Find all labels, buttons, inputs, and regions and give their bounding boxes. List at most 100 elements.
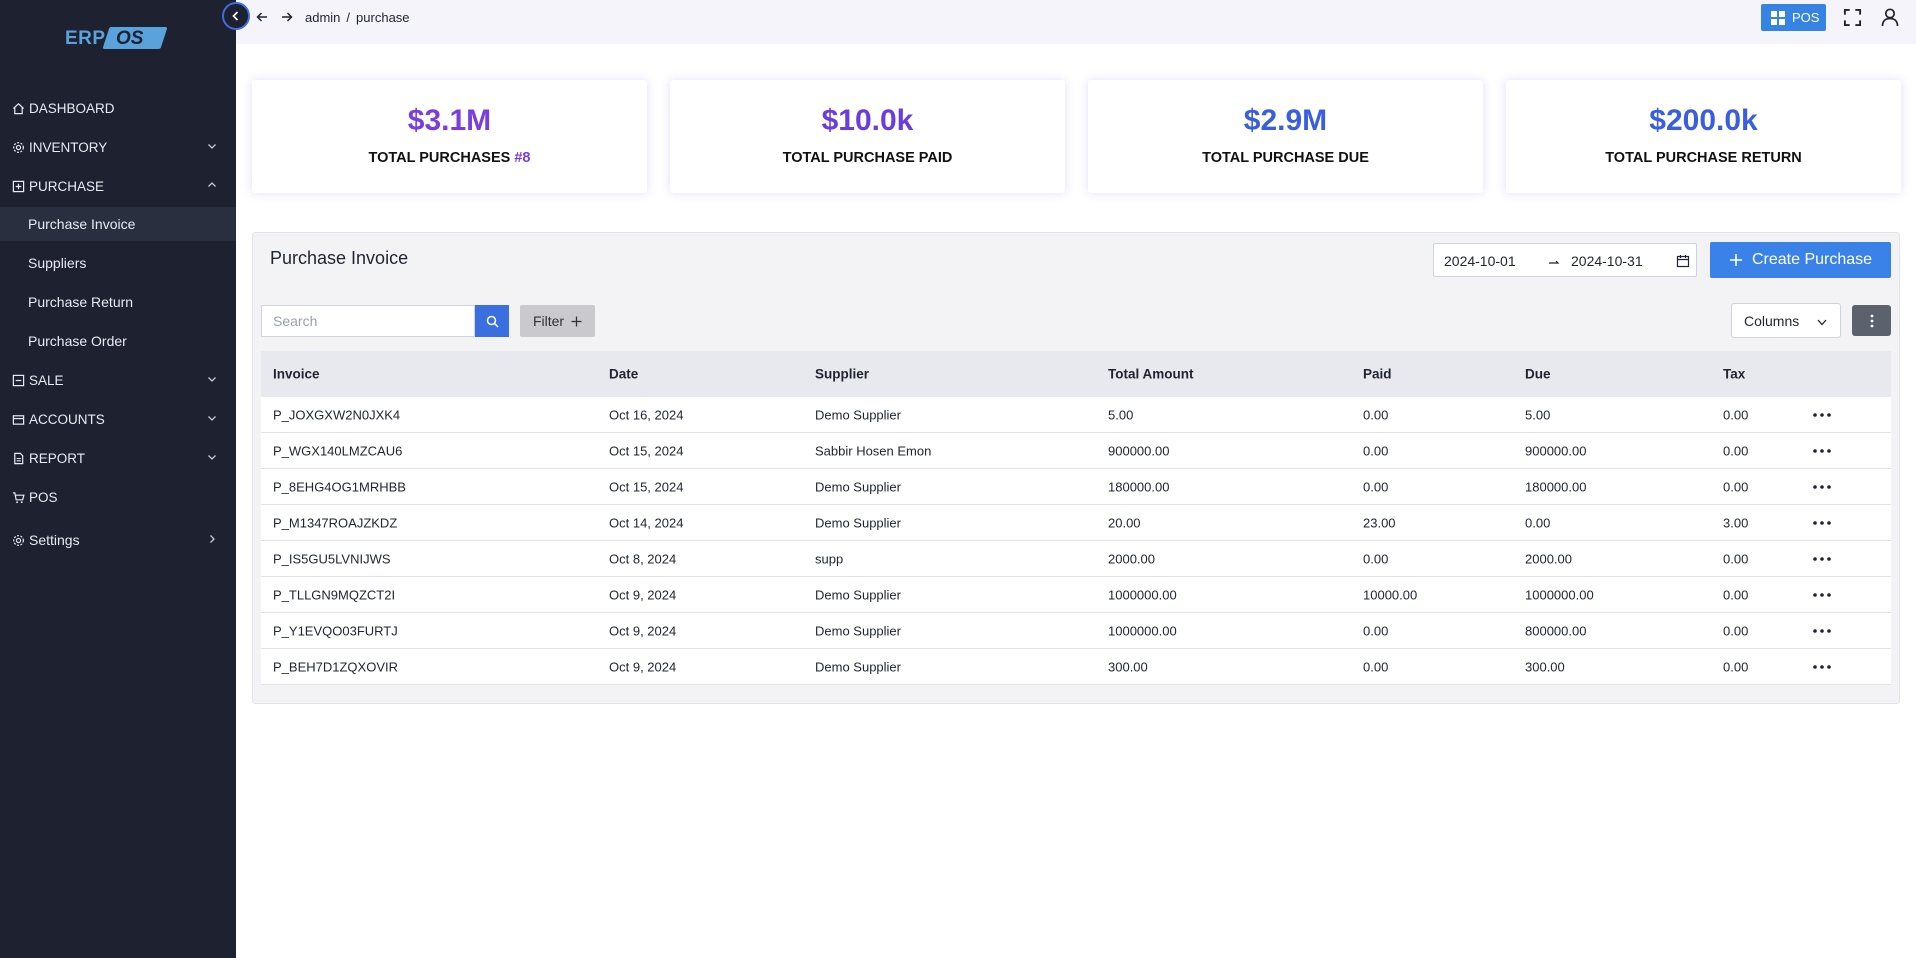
row-actions-icon[interactable] [1811,409,1833,421]
cart-icon [12,491,25,503]
stat-value: $3.1M [407,104,492,137]
column-header[interactable]: Date [609,366,639,382]
paid-cell: 0.00 [1363,479,1389,494]
table-row[interactable]: P_8EHG4OG1MRHBB Oct 15, 2024 Demo Supplier… [261,469,1891,505]
pos-button[interactable]: POS [1761,4,1826,31]
sidebar-subitem-purchase-order[interactable]: Purchase Order [28,333,127,349]
column-header[interactable]: Invoice [273,366,320,382]
row-actions-icon[interactable] [1811,517,1833,529]
table-row[interactable]: P_M1347ROAJZKDZ Oct 14, 2024 Demo Supplier… [261,505,1891,541]
user-icon[interactable] [1880,7,1900,27]
total-amount-cell: 2000.00 [1108,551,1155,566]
filter-button[interactable]: Filter [520,305,595,337]
create-purchase-label: Create Purchase [1751,251,1873,268]
date-cell: Oct 16, 2024 [609,407,684,422]
column-header[interactable]: Total Amount [1108,366,1194,382]
chevron-down-icon [208,377,216,382]
more-options-button[interactable] [1852,305,1891,336]
column-header[interactable]: Tax [1723,366,1746,382]
minus-square-icon [12,374,25,386]
table-row[interactable]: P_JOXGXW2N0JXK4 Oct 16, 2024 Demo Supplier… [261,397,1891,433]
stat-label: TOTAL PURCHASES #8 [368,150,531,166]
plus-square-icon [12,180,25,192]
column-header[interactable]: Paid [1363,366,1392,382]
sidebar-item-sale[interactable]: SALE [0,363,236,397]
row-actions-icon[interactable] [1811,445,1833,457]
search-button[interactable] [475,305,509,337]
date-from[interactable]: 2024-10-01 [1444,253,1516,269]
stat-value: $200.0k [1649,104,1758,137]
purchase-invoice-panel: Purchase Invoice 2024-10-01 2024-10-31 C… [252,232,1900,704]
sidebar-subitem-purchase-return[interactable]: Purchase Return [28,294,134,310]
sidebar-item-label: Settings [29,532,80,548]
chevron-down-icon [208,416,216,421]
search-input[interactable] [261,305,475,337]
due-cell: 180000.00 [1525,479,1587,494]
total-amount-cell: 5.00 [1108,407,1134,422]
breadcrumb: admin / purchase [305,10,410,25]
file-icon [14,452,24,464]
invoice-cell: P_IS5GU5LVNIJWS [273,551,391,566]
column-header[interactable]: Due [1525,366,1551,382]
table-row[interactable]: P_BEH7D1ZQXOVIR Oct 9, 2024 Demo Supplier 3… [261,649,1891,685]
due-cell: 1000000.00 [1525,587,1594,602]
tax-cell: 0.00 [1723,623,1749,638]
row-actions-icon[interactable] [1811,481,1833,493]
table-row[interactable]: P_TLLGN9MQZCT2I Oct 9, 2024 Demo Supplier 1… [261,577,1891,613]
grid-icon [1771,10,1785,25]
sidebar-item-inventory[interactable]: INVENTORY [0,130,236,164]
pos-button-label: POS [1792,10,1820,25]
sidebar-item-dashboard[interactable]: DASHBOARD [0,91,236,125]
sidebar-item-settings[interactable]: Settings [0,523,236,557]
chevron-left-icon [232,11,239,21]
supplier-cell: Demo Supplier [815,479,901,494]
due-cell: 900000.00 [1525,443,1587,458]
sidebar-collapse-button[interactable] [222,2,250,30]
paid-cell: 10000.00 [1363,587,1418,602]
column-header[interactable]: Supplier [815,366,870,382]
stat-count: #8 [514,150,531,166]
home-icon [12,102,25,114]
chevron-right-icon [210,535,215,543]
row-actions-icon[interactable] [1811,589,1833,601]
columns-dropdown[interactable]: Columns [1731,303,1841,338]
supplier-cell: Demo Supplier [815,407,901,422]
sidebar-subitem-purchase-invoice[interactable]: Purchase Invoice [0,207,236,241]
create-purchase-button[interactable]: Create Purchase [1710,242,1891,278]
sidebar-item-pos[interactable]: POS [0,480,236,514]
table-row[interactable]: P_IS5GU5LVNIJWS Oct 8, 2024 supp 2000.00 0.0… [261,541,1891,577]
total-amount-cell: 900000.00 [1108,443,1170,458]
table-row[interactable]: P_WGX140LMZCAU6 Oct 15, 2024 Sabbir Hosen … [261,433,1891,469]
sidebar-item-accounts[interactable]: ACCOUNTS [0,402,236,436]
due-cell: 300.00 [1525,659,1565,674]
table-row[interactable]: P_Y1EVQO03FURTJ Oct 9, 2024 Demo Supplier 1… [261,613,1891,649]
date-cell: Oct 9, 2024 [609,587,677,602]
due-cell: 800000.00 [1525,623,1587,638]
supplier-cell: supp [815,551,844,566]
breadcrumb-admin[interactable]: admin [305,10,341,25]
date-cell: Oct 15, 2024 [609,479,684,494]
due-cell: 5.00 [1525,407,1551,422]
row-actions-icon[interactable] [1811,625,1833,637]
back-arrow-icon[interactable] [255,10,269,24]
total-amount-cell: 20.00 [1108,515,1141,530]
total-amount-cell: 180000.00 [1108,479,1170,494]
tax-cell: 0.00 [1723,479,1749,494]
date-range-picker[interactable]: 2024-10-01 2024-10-31 [1433,243,1697,277]
invoice-cell: P_M1347ROAJZKDZ [273,515,398,530]
gear-icon [13,141,24,153]
arrow-right-icon [1549,260,1560,264]
sidebar-item-purchase[interactable]: PURCHASE [0,169,236,203]
sidebar-subitem-suppliers[interactable]: Suppliers [28,255,87,271]
fullscreen-icon[interactable] [1843,8,1862,27]
paid-cell: 0.00 [1363,623,1389,638]
row-actions-icon[interactable] [1811,553,1833,565]
forward-arrow-icon[interactable] [280,10,294,24]
kebab-vertical-icon [1870,314,1873,327]
date-to[interactable]: 2024-10-31 [1571,253,1643,269]
total-amount-cell: 1000000.00 [1108,623,1177,638]
sidebar-item-report[interactable]: REPORT [0,441,236,475]
row-actions-icon[interactable] [1811,661,1833,673]
app-logo[interactable]: ERP OS [62,24,168,52]
sidebar-item-label: SALE [29,372,64,388]
